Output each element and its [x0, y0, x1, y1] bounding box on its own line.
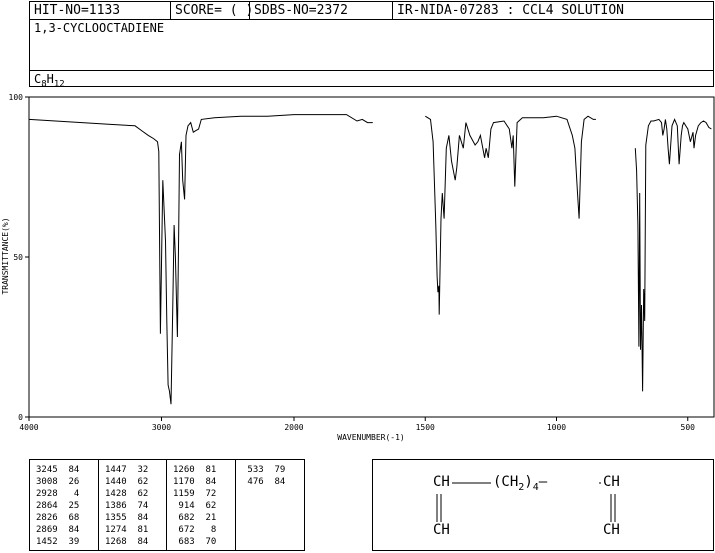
structure-ch-top-right: CH: [603, 474, 620, 490]
peak-entry: 682 21: [173, 513, 217, 523]
spectrum-header: HIT-NO=1133 SCORE= ( ) SDBS-NO=2372 IR-N…: [29, 1, 714, 89]
chart-ticks: 4000 3000 2000 1500 1000 500 0 50 100: [9, 93, 696, 432]
structure-ch-bottom-right: CH: [603, 522, 620, 538]
peak-entry: 1260 81: [173, 465, 217, 475]
peak-entry: 1386 74: [105, 501, 149, 511]
peak-entry: 1268 84: [105, 537, 149, 547]
structure-ch-bottom-left: CH: [433, 522, 450, 538]
structure-diagram: CH (CH2)4— CH CH CH: [372, 459, 714, 551]
peak-entry: 1170 84: [173, 477, 217, 487]
x-tick-label: 4000: [19, 423, 38, 432]
x-tick-label: 3000: [152, 423, 171, 432]
ir-info: IR-NIDA-07283 : CCL4 SOLUTION: [392, 2, 713, 19]
plot-frame: [28, 96, 715, 418]
chart-axes: [28, 96, 715, 418]
peak-entry: 914 62: [173, 501, 217, 511]
spectrum-segment-3: [634, 118, 712, 392]
peak-entry: 672 8: [173, 525, 217, 535]
ir-spectrum-chart: 4000 3000 2000 1500 1000 500 0 50 100 WAVENUMBER…: [1, 93, 715, 442]
peak-entry: 2928 4: [36, 489, 80, 499]
peak-column: 1260 81 1170 84 1159 72 914 62 682 21 672 …: [166, 460, 235, 550]
compound-name: 1,3-CYCLOOCTADIENE: [34, 21, 165, 35]
peak-entry: 2864 25: [36, 501, 80, 511]
peak-table: 3245 84 3008 26 2928 4 2864 25 2826 68 2869 8…: [29, 459, 305, 551]
sdbs-number: SDBS-NO=2372: [249, 2, 392, 19]
structure-ch2-chain: (CH2)4—: [493, 474, 548, 493]
peak-entry: 2869 84: [36, 525, 80, 535]
peak-entry: 3008 26: [36, 477, 80, 487]
peak-column: 533 79 476 84: [235, 460, 304, 550]
header-row: HIT-NO=1133 SCORE= ( ) SDBS-NO=2372 IR-N…: [30, 2, 713, 20]
spectrum-segment-1: [28, 114, 373, 405]
chain-sub-4: 4: [532, 481, 539, 493]
x-tick-label: 1000: [547, 423, 566, 432]
formula-c: C: [34, 72, 42, 86]
peak-entry: 1355 84: [105, 513, 149, 523]
peak-entry: 1440 62: [105, 477, 149, 487]
peak-entry: 683 70: [173, 537, 217, 547]
peak-entry: 2826 68: [36, 513, 80, 523]
hit-number: HIT-NO=1133: [34, 3, 121, 18]
chain-sub-2: 2: [518, 481, 525, 493]
spectrum-lines: [28, 114, 712, 405]
peak-entry: 1274 81: [105, 525, 149, 535]
peak-entry: 1447 32: [105, 465, 149, 475]
spectrum-segment-2: [425, 115, 596, 315]
peak-entry: 1159 72: [173, 489, 217, 499]
chain-close: ): [524, 474, 533, 490]
formula-h: H: [46, 72, 54, 86]
y-tick-label: 0: [18, 413, 23, 422]
x-tick-label: 1500: [416, 423, 435, 432]
peak-entry: 3245 84: [36, 465, 80, 475]
y-tick-label: 50: [13, 253, 23, 262]
x-tick-label: 500: [681, 423, 696, 432]
x-axis-label: WAVENUMBER(-1): [337, 433, 404, 442]
structure-bonds: [436, 482, 616, 522]
x-tick-label: 2000: [284, 423, 303, 432]
peak-entry: 533 79: [242, 465, 286, 475]
peak-entry: 1452 39: [36, 537, 80, 547]
peak-entry: 476 84: [242, 477, 286, 487]
formula-sub-c: 8: [41, 79, 47, 90]
formula-row: C8H12: [30, 70, 713, 89]
chain-open: (CH: [493, 474, 519, 490]
peak-column: 1447 32 1440 62 1428 62 1386 74 1355 84 1274 …: [98, 460, 166, 550]
peak-entry: 1428 62: [105, 489, 149, 499]
formula-sub-h: 12: [53, 79, 65, 90]
y-axis-label: TRANSMITTANCE(%): [1, 217, 10, 294]
score: SCORE= ( ): [170, 2, 253, 19]
peak-column: 3245 84 3008 26 2928 4 2864 25 2826 68 2869 8…: [30, 460, 98, 550]
structure-ch-top-left: CH: [433, 474, 450, 490]
y-tick-label: 100: [9, 93, 24, 102]
molecular-formula: C8H12: [34, 72, 65, 89]
